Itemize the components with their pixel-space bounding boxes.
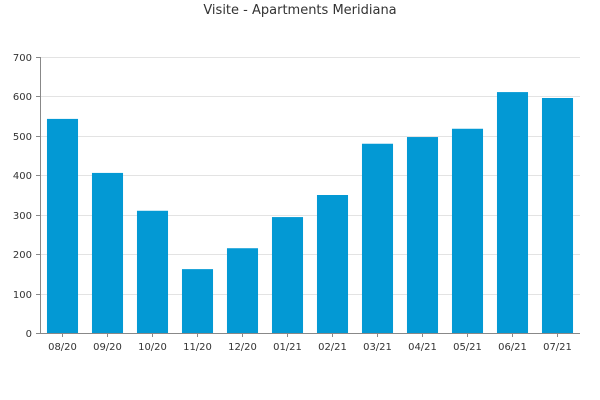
x-tick-label: 11/20 [183,342,212,353]
x-tick-label: 04/21 [408,342,437,353]
y-tick-label: 300 [13,211,32,222]
x-tick-label: 12/20 [228,342,257,353]
y-tick-label: 400 [13,171,32,182]
bar [496,92,529,333]
y-tick-label: 600 [13,92,32,103]
x-tick-label: 06/21 [498,342,527,353]
x-tick-label: 08/20 [48,342,77,353]
bar [541,98,574,334]
y-tick-label: 700 [13,53,32,64]
y-tick-label: 500 [13,132,32,143]
chart-title: Visite - Apartments Meridiana [203,3,397,18]
bar [406,137,439,333]
bar [451,128,484,333]
x-tick-label: 05/21 [453,342,482,353]
x-tick-label: 03/21 [363,342,392,353]
x-tick-label: 09/20 [93,342,122,353]
x-tick-label: 10/20 [138,342,167,353]
y-tick-label: 0 [26,329,32,340]
x-tick-label: 07/21 [543,342,572,353]
y-tick-label: 100 [13,290,32,301]
bar [271,217,304,333]
x-tick-label: 01/21 [273,342,302,353]
bar [226,248,259,333]
bar [136,210,169,333]
bar [316,195,349,333]
y-tick-label: 200 [13,250,32,261]
bar [181,269,214,333]
x-tick-label: 02/21 [318,342,347,353]
bar [91,172,124,333]
bar [361,143,394,333]
bar [46,118,79,333]
